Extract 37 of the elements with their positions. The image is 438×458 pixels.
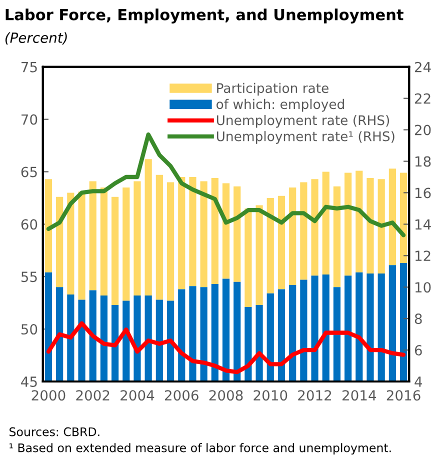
x-tick-label: 2002: [76, 390, 110, 401]
legend-label: Participation rate: [217, 82, 328, 96]
x-tick-label: 2006: [164, 390, 198, 401]
x-tick-label: 2014: [342, 390, 376, 401]
y2-tick-label: 24: [414, 62, 431, 72]
y-tick-label: 60: [21, 219, 38, 230]
y2-tick-label: 8: [414, 314, 422, 324]
y-tick-label: 50: [21, 324, 38, 335]
y2-tick-label: 12: [415, 250, 430, 261]
y2-tick-label: 16: [415, 188, 431, 198]
y2-tick-label: 22: [414, 93, 430, 104]
x-tick-label: 2016: [386, 390, 420, 401]
y2-tick-label: 6: [414, 345, 422, 356]
line-series: [46, 132, 406, 238]
chart-subtitle: (Percent): [5, 32, 67, 45]
y2-tick-label: 18: [415, 156, 431, 167]
x-tick-label: 2004: [120, 390, 154, 401]
x-tick-label: 2008: [209, 390, 243, 401]
legend-label: Unemployment rate¹ (RHS): [216, 131, 394, 144]
y2-tick-label: 14: [415, 219, 431, 230]
y-tick-label: 45: [21, 376, 37, 387]
x-tick-label: 2012: [298, 390, 332, 401]
y-tick-label: 65: [21, 166, 37, 178]
y2-tick-label: 4: [414, 376, 422, 387]
y2-tick-label: 20: [414, 124, 431, 136]
x-tick-label: 2000: [32, 390, 66, 401]
legend-label: of which: employed: [216, 98, 344, 112]
y2-tick-label: 10: [415, 282, 431, 293]
text: ¹ Based on extended measure of labor force and unemployment.: [10, 443, 391, 455]
line-series: [46, 321, 406, 374]
y-tick-label: 70: [22, 114, 38, 125]
y-tick-label: 75: [22, 62, 37, 72]
y-tick-label: 55: [21, 272, 37, 282]
source-note: Sources: CBRD.: [10, 427, 100, 436]
x-tick-label: 2010: [254, 390, 288, 401]
legend-label: Unemployment rate (RHS): [216, 115, 390, 128]
chart-title: Labor Force, Employment, and Unemployment: [6, 8, 404, 24]
